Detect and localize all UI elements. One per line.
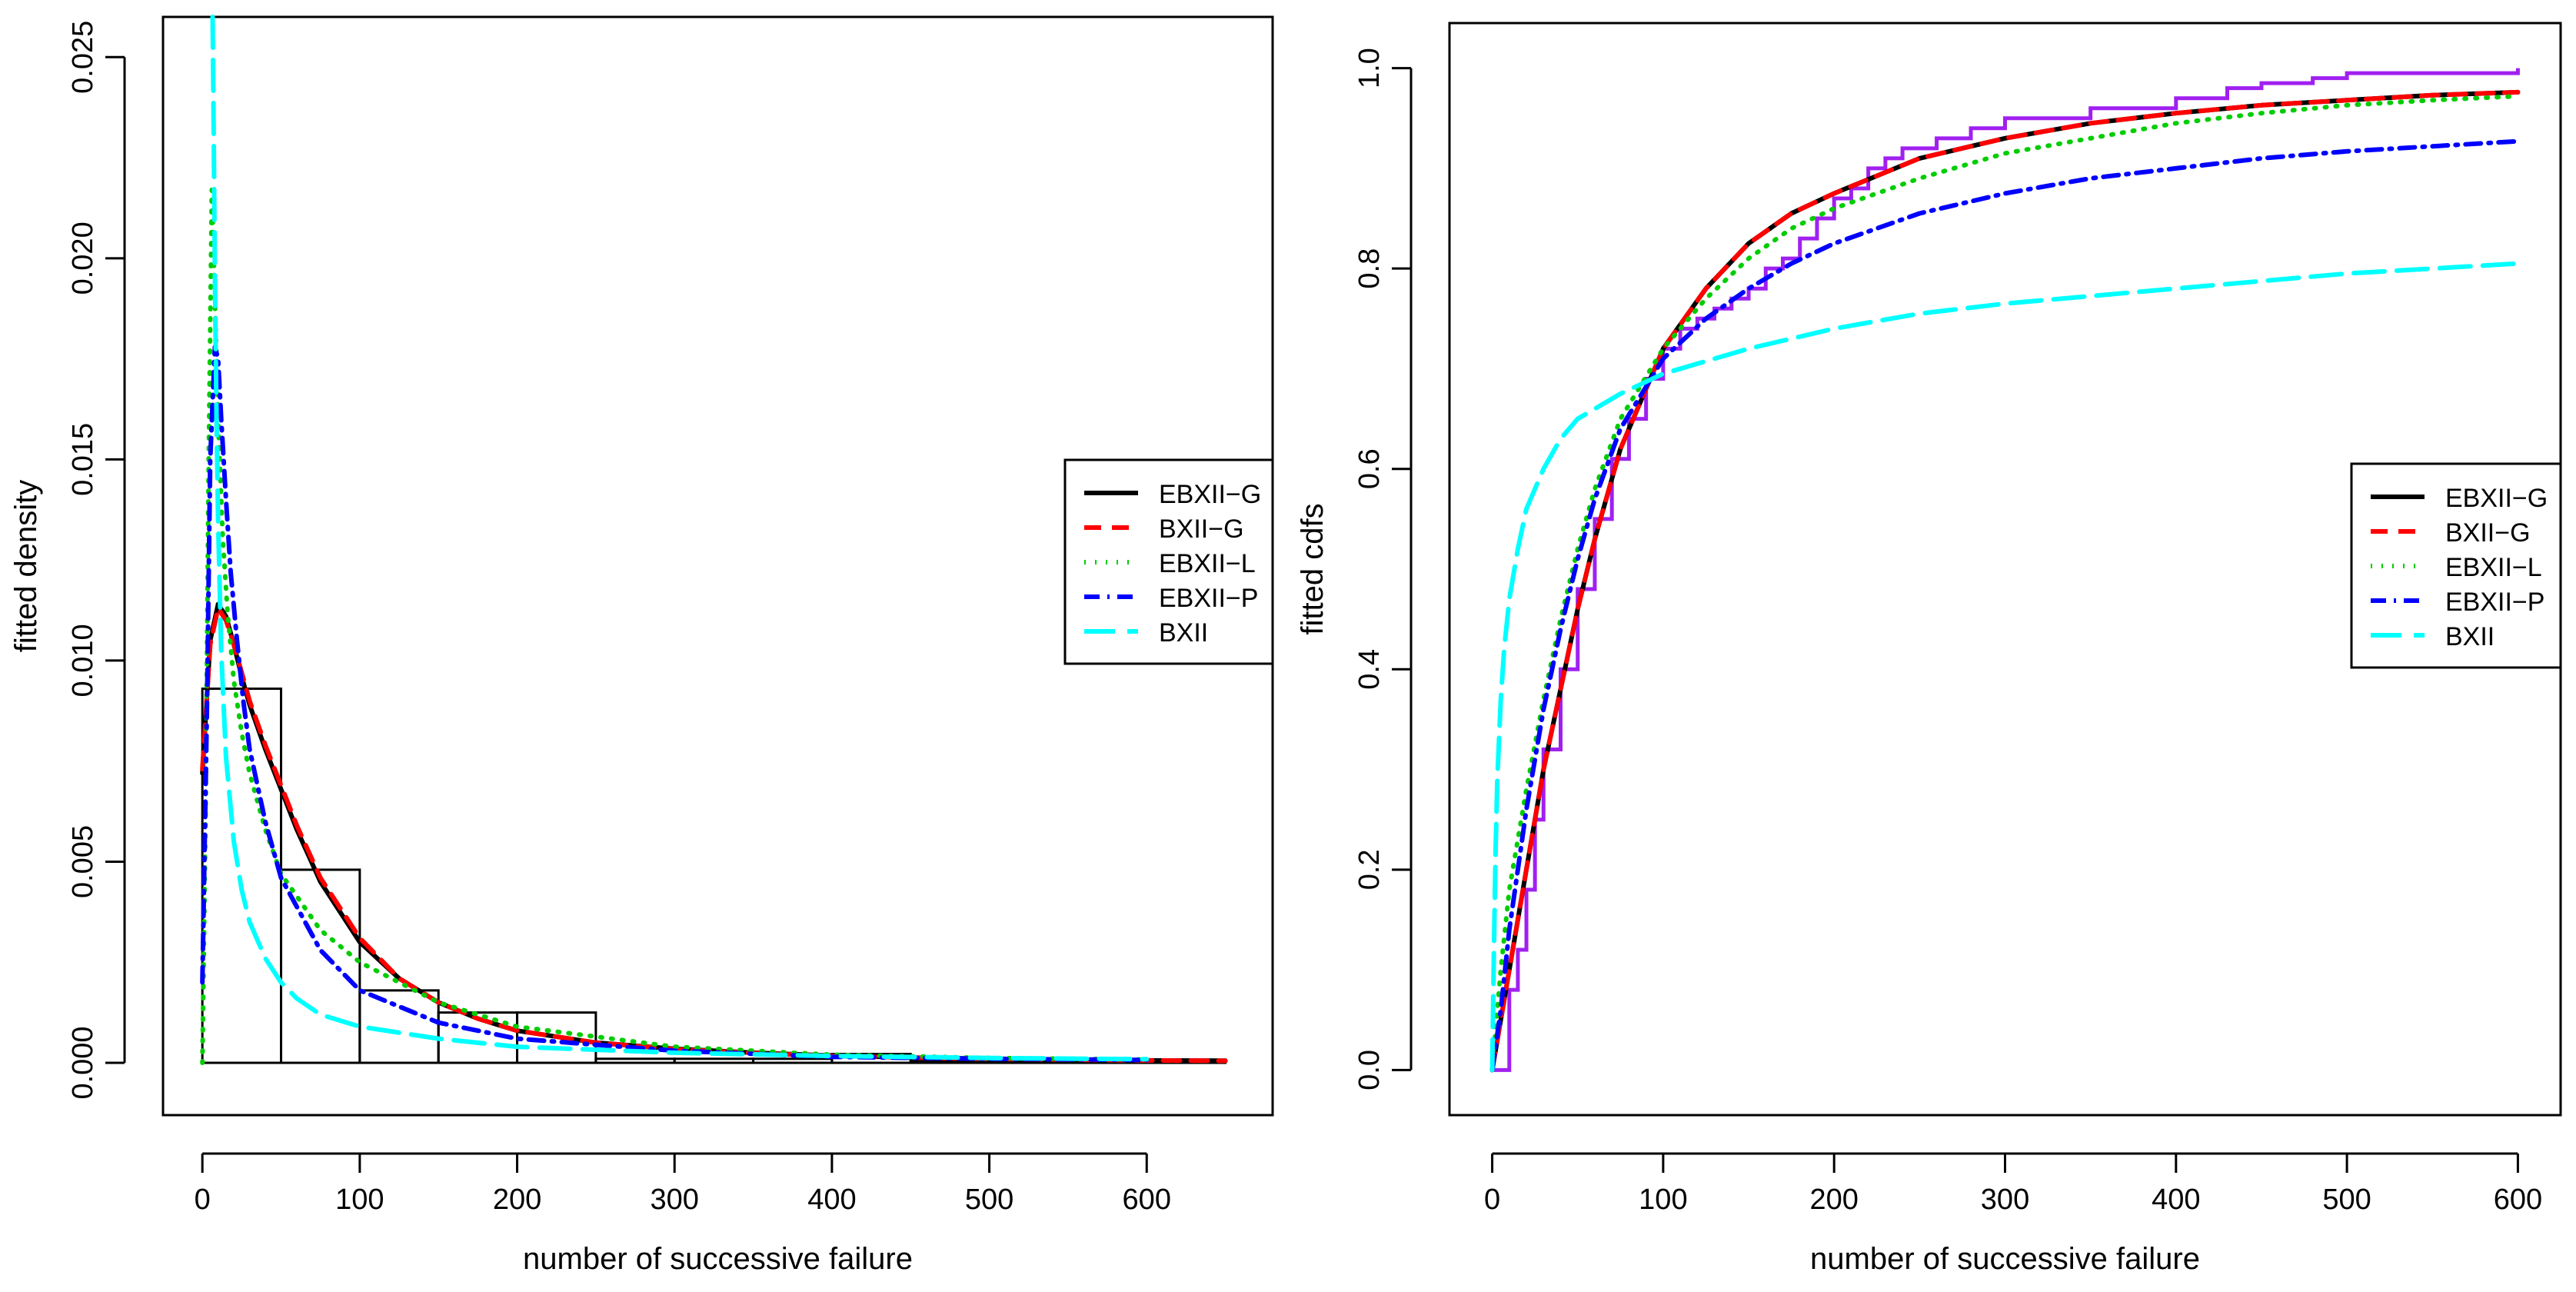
histogram-bar-0 [201, 688, 283, 1064]
legend-label-ebxii-l: EBXII−L [2445, 553, 2542, 582]
y-tick-label: 0.025 [67, 21, 99, 94]
y-tick-label: 0.000 [67, 1026, 99, 1099]
legend-label-ebxii-p: EBXII−P [1159, 584, 1258, 613]
x-tick-label: 300 [651, 1184, 699, 1216]
empirical-cdf-step [1492, 68, 2520, 1072]
density-curves [200, 15, 1228, 1065]
cdf-legend: EBXII−G BXII−G EBXII−L EBXII−P BXII [2350, 462, 2562, 669]
y-tick-label: 0.6 [1353, 448, 1386, 489]
series-ebxii-l-line [1489, 94, 2521, 1073]
cdf-x-axis-label: number of successive failure [1810, 1242, 2200, 1276]
y-tick-label: 0.2 [1353, 849, 1386, 890]
cdf-y-axis-label: fitted cdfs [1296, 503, 1330, 634]
x-tick-label: 500 [965, 1184, 1013, 1216]
x-tick-label: 100 [335, 1184, 384, 1216]
x-tick-label: 0 [1484, 1184, 1500, 1216]
cdf-panel: 0 100 200 300 400 500 600 0.0 0.2 0.4 0.6 0.8 1.0 n… [1296, 22, 2562, 1276]
histogram-bars [201, 688, 1227, 1064]
legend-label-ebxii-p: EBXII−P [2445, 588, 2544, 617]
y-tick-label: 0.4 [1353, 649, 1386, 690]
y-tick-label: 0.020 [67, 221, 99, 295]
series-ebxii-p-line [200, 344, 1150, 1063]
histogram-bar-6 [673, 1057, 755, 1064]
density-panel: 0 100 200 300 400 500 600 0.000 0.005 0.010 0.015… [9, 15, 1274, 1276]
y-tick-label: 0.8 [1353, 248, 1386, 289]
series-bxii-line [1489, 261, 2521, 1073]
legend-label-bxii-g: BXII−G [1159, 514, 1244, 544]
density-x-axis-label: number of successive failure [523, 1242, 913, 1276]
series-ebxii-p-line [1489, 138, 2521, 1073]
density-x-axis: 0 100 200 300 400 500 600 [195, 1152, 1171, 1216]
y-tick-label: 0.005 [67, 825, 99, 898]
series-ebxii-l-line [200, 187, 1150, 1065]
cdf-curves [1489, 68, 2521, 1073]
density-legend: EBXII−G BXII−G EBXII−L EBXII−P BXII [1063, 458, 1274, 665]
series-bxii-line [210, 15, 1150, 1062]
y-tick-label: 1.0 [1353, 48, 1386, 88]
x-tick-label: 400 [807, 1184, 856, 1216]
x-tick-label: 100 [1639, 1184, 1687, 1216]
series-bxii-g-line [1489, 89, 2521, 1073]
histogram-bar-5 [594, 1057, 676, 1064]
y-tick-label: 0.010 [67, 624, 99, 697]
histogram-bar-1 [280, 868, 361, 1064]
legend-label-bxii-g: BXII−G [2445, 518, 2531, 548]
series-bxii-g-line [200, 605, 1228, 1064]
x-tick-label: 0 [195, 1184, 211, 1216]
legend-label-bxii: BXII [1159, 618, 1208, 648]
legend-label-ebxii-l: EBXII−L [1159, 549, 1256, 578]
cdf-y-axis: 0.0 0.2 0.4 0.6 0.8 1.0 [1353, 48, 1413, 1091]
x-tick-label: 500 [2322, 1184, 2371, 1216]
y-tick-label: 0.015 [67, 423, 99, 496]
x-tick-label: 200 [1809, 1184, 1858, 1216]
x-tick-label: 200 [493, 1184, 541, 1216]
legend-label-bxii: BXII [2445, 622, 2494, 651]
histogram-bar-7 [752, 1057, 834, 1064]
x-tick-label: 600 [1123, 1184, 1171, 1216]
y-tick-label: 0.0 [1353, 1050, 1386, 1091]
legend-label-ebxii-g: EBXII−G [1159, 480, 1261, 509]
x-tick-label: 300 [1981, 1184, 2029, 1216]
legend-label-ebxii-g: EBXII−G [2445, 484, 2548, 513]
series-ebxii-g-line [200, 601, 1228, 1064]
cdf-x-axis: 0 100 200 300 400 500 600 [1484, 1152, 2542, 1216]
density-y-axis: 0.000 0.005 0.010 0.015 0.020 0.025 [67, 21, 126, 1100]
density-y-axis-label: fitted density [9, 480, 43, 653]
x-tick-label: 600 [2494, 1184, 2542, 1216]
x-tick-label: 400 [2152, 1184, 2200, 1216]
histogram-bar-9 [909, 1059, 991, 1064]
